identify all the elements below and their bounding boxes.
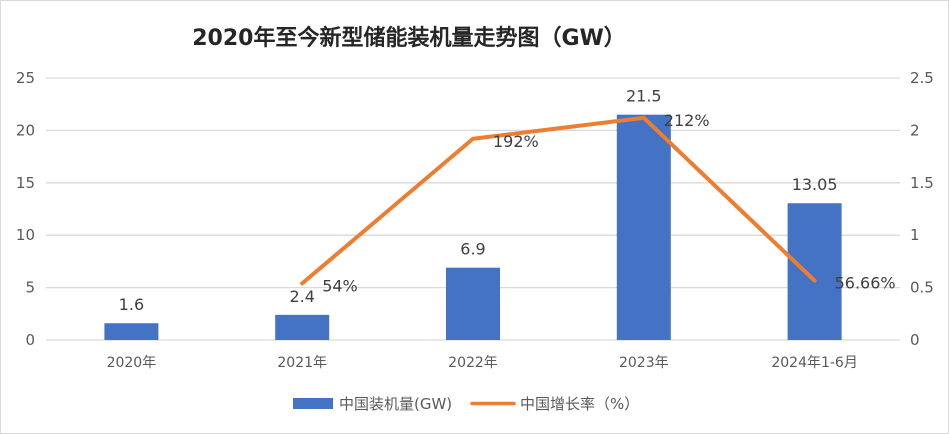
left-tick-label: 20	[16, 121, 35, 139]
left-tick-label: 25	[16, 69, 35, 87]
legend-bar-label: 中国装机量(GW)	[339, 395, 452, 413]
category-labels: 2020年 2021年 2022年 2023年 2024年1-6月	[107, 355, 858, 371]
bar	[275, 315, 329, 340]
left-axis-ticks: 0 5 10 15 20 25	[16, 69, 35, 349]
bar-value-label: 21.5	[626, 87, 662, 106]
left-tick-label: 15	[16, 174, 35, 192]
right-tick-label: 0.5	[910, 279, 934, 297]
category-label: 2020年	[107, 355, 157, 371]
bar	[104, 323, 158, 340]
line-value-label: 192%	[493, 132, 539, 151]
right-tick-label: 2.5	[910, 69, 934, 87]
category-label: 2021年	[277, 355, 327, 371]
legend-line-label: 中国增长率（%）	[520, 395, 639, 413]
category-label: 2024年1-6月	[771, 355, 858, 371]
left-tick-label: 10	[16, 226, 35, 244]
right-tick-label: 2	[910, 121, 920, 139]
right-axis-ticks: 0 0.5 1 1.5 2 2.5	[910, 69, 934, 349]
bar	[788, 203, 842, 340]
line-value-label: 212%	[664, 111, 710, 130]
right-tick-label: 1	[910, 226, 920, 244]
growth-line	[302, 118, 814, 284]
right-tick-label: 0	[910, 331, 920, 349]
bar-value-label: 1.6	[119, 295, 144, 314]
left-tick-label: 5	[25, 279, 35, 297]
line-value-label: 56.66%	[835, 274, 896, 293]
bar-value-label: 13.05	[792, 175, 838, 194]
left-tick-label: 0	[25, 331, 35, 349]
chart-title: 2020年至今新型储能装机量走势图（GW）	[192, 25, 626, 51]
bar-value-label: 2.4	[289, 287, 314, 306]
legend: 中国装机量(GW) 中国增长率（%）	[293, 395, 639, 413]
category-label: 2023年	[619, 355, 669, 371]
bar-series	[104, 115, 841, 340]
category-label: 2022年	[448, 355, 498, 371]
line-series	[302, 118, 815, 284]
line-value-label: 54%	[322, 276, 358, 295]
right-tick-label: 1.5	[910, 174, 934, 192]
bar-value-label: 6.9	[460, 240, 485, 259]
bar	[617, 115, 671, 340]
legend-bar-swatch	[293, 398, 333, 409]
bar	[446, 268, 500, 340]
